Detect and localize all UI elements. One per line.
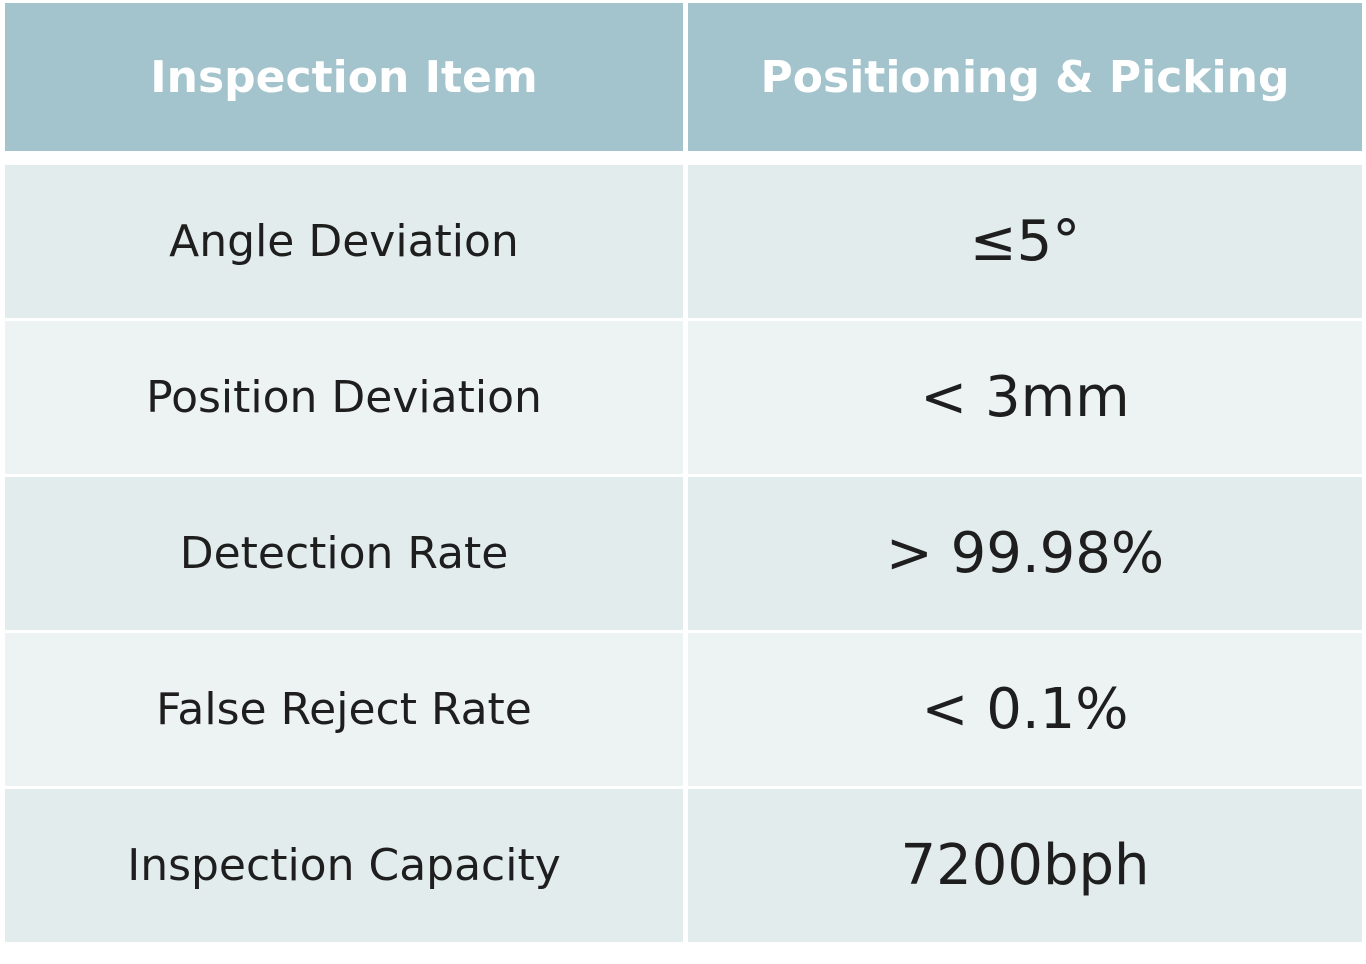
item-cell: False Reject Rate xyxy=(5,633,683,786)
item-cell: Detection Rate xyxy=(5,477,683,630)
table: Inspection Item Positioning & Picking An… xyxy=(5,3,1362,945)
table-row: Inspection Capacity 7200bph xyxy=(5,789,1362,942)
table-row: False Reject Rate < 0.1% xyxy=(5,633,1362,786)
table-row: Angle Deviation ≤5° xyxy=(5,165,1362,318)
value-cell: ≤5° xyxy=(688,165,1362,318)
value-cell: < 0.1% xyxy=(688,633,1362,786)
item-cell: Angle Deviation xyxy=(5,165,683,318)
item-cell: Position Deviation xyxy=(5,321,683,474)
table-row: Detection Rate > 99.98% xyxy=(5,477,1362,630)
item-cell: Inspection Capacity xyxy=(5,789,683,942)
value-cell: < 3mm xyxy=(688,321,1362,474)
header-row: Inspection Item Positioning & Picking xyxy=(5,3,1362,151)
header-cell: Positioning & Picking xyxy=(688,3,1362,151)
value-cell: > 99.98% xyxy=(688,477,1362,630)
header-cell: Inspection Item xyxy=(5,3,683,151)
value-cell: 7200bph xyxy=(688,789,1362,942)
table-row: Position Deviation < 3mm xyxy=(5,321,1362,474)
